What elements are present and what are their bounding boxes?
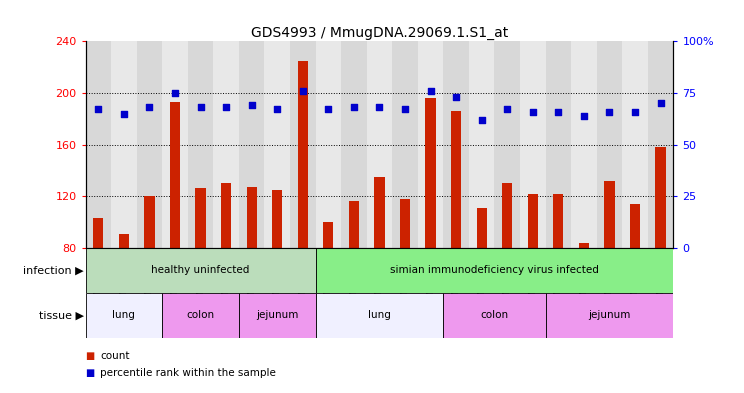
Text: jejunum: jejunum [256, 310, 298, 320]
Bar [323, 222, 333, 248]
Text: lung: lung [368, 310, 391, 320]
Bar [341, 41, 367, 248]
Bar [111, 41, 137, 248]
Bar [443, 293, 545, 338]
Bar [246, 187, 257, 248]
Bar [426, 98, 436, 248]
Text: lung: lung [112, 310, 135, 320]
Bar [264, 41, 290, 248]
Bar [443, 41, 469, 248]
Point [475, 117, 487, 123]
Point [220, 104, 232, 110]
Bar [137, 41, 162, 248]
Point [169, 90, 181, 96]
Bar [477, 208, 487, 248]
Bar [239, 41, 264, 248]
Text: colon: colon [187, 310, 214, 320]
Bar [239, 293, 315, 338]
Bar [144, 196, 155, 248]
Text: ■: ■ [86, 351, 94, 361]
Bar [367, 41, 392, 248]
Text: simian immunodeficiency virus infected: simian immunodeficiency virus infected [390, 265, 599, 275]
Bar [527, 194, 538, 248]
Text: count: count [100, 351, 130, 361]
Point [501, 106, 513, 112]
Bar [622, 41, 648, 248]
Bar [604, 181, 615, 248]
Point [348, 104, 360, 110]
Bar [502, 183, 513, 248]
Bar [545, 293, 673, 338]
Bar [315, 248, 673, 293]
Point [272, 106, 283, 112]
Bar [349, 201, 359, 248]
Bar [196, 189, 205, 248]
Point [144, 104, 155, 110]
Point [603, 108, 615, 115]
Bar [214, 41, 239, 248]
Text: tissue ▶: tissue ▶ [39, 310, 84, 320]
Bar [520, 41, 545, 248]
Bar [597, 41, 622, 248]
Bar [86, 293, 162, 338]
Bar [579, 243, 589, 248]
Text: infection ▶: infection ▶ [24, 265, 84, 275]
Point [527, 108, 539, 115]
Bar [93, 218, 103, 248]
Bar [170, 102, 180, 248]
Bar [571, 41, 597, 248]
Point [578, 112, 590, 119]
Bar [630, 204, 640, 248]
Bar [392, 41, 418, 248]
Point [246, 102, 257, 108]
Point [297, 88, 309, 94]
Title: GDS4993 / MmugDNA.29069.1.S1_at: GDS4993 / MmugDNA.29069.1.S1_at [251, 26, 508, 40]
Bar [298, 61, 308, 248]
Point [425, 88, 437, 94]
Bar [469, 41, 495, 248]
Point [399, 106, 411, 112]
Text: healthy uninfected: healthy uninfected [151, 265, 250, 275]
Point [373, 104, 385, 110]
Point [450, 94, 462, 100]
Text: ■: ■ [86, 367, 94, 378]
Bar [119, 234, 129, 248]
Text: jejunum: jejunum [589, 310, 631, 320]
Bar [418, 41, 443, 248]
Bar [162, 293, 239, 338]
Point [552, 108, 564, 115]
Bar [315, 41, 341, 248]
Point [92, 106, 104, 112]
Bar [272, 190, 282, 248]
Point [322, 106, 334, 112]
Bar [374, 177, 385, 248]
Point [629, 108, 641, 115]
Text: percentile rank within the sample: percentile rank within the sample [100, 367, 276, 378]
Bar [187, 41, 214, 248]
Bar [162, 41, 187, 248]
Bar [545, 41, 571, 248]
Bar [315, 293, 443, 338]
Bar [451, 111, 461, 248]
Bar [290, 41, 315, 248]
Bar [400, 199, 410, 248]
Point [195, 104, 207, 110]
Bar [554, 194, 563, 248]
Bar [655, 147, 666, 248]
Bar [648, 41, 673, 248]
Bar [86, 248, 315, 293]
Bar [86, 41, 111, 248]
Point [655, 100, 667, 107]
Point [118, 110, 130, 117]
Bar [221, 183, 231, 248]
Text: colon: colon [481, 310, 508, 320]
Bar [495, 41, 520, 248]
